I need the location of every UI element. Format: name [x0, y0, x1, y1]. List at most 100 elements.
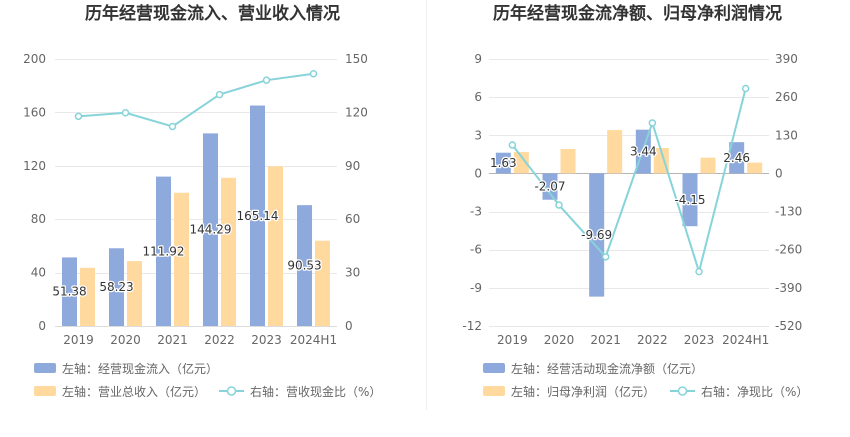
bar: [315, 240, 330, 326]
x-axis-tick-label: 2021: [590, 333, 621, 347]
y-axis-left-tick-label: 6: [474, 90, 482, 104]
legend-swatch: [483, 386, 505, 396]
line-point: [215, 90, 224, 99]
legend-label: 左轴：经营活动现金流净额（亿元）: [511, 361, 704, 376]
legend-swatch: [483, 363, 505, 373]
bar: [747, 162, 763, 174]
x-axis-tick-label: 2019: [497, 333, 528, 347]
y-axis-right-tick-label: 120: [345, 105, 368, 119]
y-axis-left-tick-label: 0: [474, 166, 482, 180]
line-point: [309, 70, 318, 78]
legend-item-net-cash-ratio[interactable]: 右轴：净现比（%）: [670, 383, 808, 399]
x-axis-tick-label: 2023: [684, 333, 715, 347]
legend-item-cash-inflow[interactable]: 左轴：经营现金流入（亿元）: [34, 360, 218, 376]
bar: [607, 130, 623, 174]
legend-label: 右轴：营收现金比（%）: [250, 384, 382, 399]
line-point: [741, 84, 750, 93]
x-axis-tick-label: 2020: [544, 333, 575, 347]
bar: [174, 192, 189, 326]
bar-value-label: 51.38: [52, 285, 86, 299]
x-axis-tick-label: 2022: [637, 333, 668, 347]
chart-title: 历年经营现金流入、营业收入情况: [85, 4, 340, 24]
y-axis-right-tick-label: 260: [775, 90, 798, 104]
line-point: [168, 122, 177, 131]
y-axis-left-tick-label: 0: [38, 319, 46, 333]
y-axis-left-tick-label: -6: [470, 243, 482, 257]
bar: [297, 205, 312, 326]
panel-divider: [426, 0, 427, 410]
line-point: [508, 141, 517, 149]
x-axis-tick-label: 2024H1: [722, 333, 769, 347]
bar: [156, 176, 171, 326]
legend-line-icon: [219, 386, 244, 396]
bar: [221, 177, 236, 326]
bar-value-label: 90.53: [287, 259, 321, 273]
legend-swatch: [34, 386, 56, 396]
chart-canvas: -12 -9 -6 -3 0 3 6 9 -520 -390 -260 -130 0 130 260 390 1…: [462, 52, 802, 347]
y-axis-left-tick-label: 200: [23, 52, 46, 66]
line-point: [121, 109, 130, 117]
legend-label: 左轴：营业总收入（亿元）: [62, 384, 207, 399]
bar-value-label: 111.92: [143, 244, 185, 258]
bar: [495, 152, 511, 174]
line-point: [648, 119, 657, 127]
bar: [653, 148, 669, 174]
x-axis-tick-label: 2022: [204, 333, 235, 347]
legend-item-revenue[interactable]: 左轴：营业总收入（亿元）: [34, 383, 206, 399]
y-axis-left-tick-label: -3: [470, 205, 482, 219]
bar-value-label: 3.44: [630, 145, 657, 159]
x-axis-tick-label: 2024H1: [290, 333, 337, 347]
legend-label: 左轴：经营现金流入（亿元）: [62, 361, 219, 376]
line-point: [601, 253, 610, 261]
bar: [729, 142, 745, 174]
line-point: [74, 112, 83, 121]
legend-label: 右轴：净现比（%）: [701, 384, 809, 399]
y-axis-right-tick-label: 0: [345, 319, 353, 333]
y-axis-right-tick-label: -520: [775, 319, 802, 333]
bar-value-label: -4.15: [674, 193, 705, 207]
chart-panel-net-cash-profit: 历年经营现金流净额、归母净利润情况 -12 -9 -6 -3 0 3 6 9 -520 -390-…: [425, 0, 850, 437]
series-line: [511, 88, 747, 273]
y-axis-left-tick-label: 9: [474, 52, 482, 66]
x-axis-tick-label: 2020: [110, 333, 141, 347]
y-axis-left-tick-label: 120: [23, 159, 46, 173]
y-axis-left-tick-label: -12: [462, 319, 482, 333]
bar: [109, 248, 124, 326]
bar-value-label: -2.07: [534, 180, 565, 194]
line-point: [262, 76, 271, 84]
y-axis-right-tick-label: 60: [345, 212, 360, 226]
bar-value-label: 58.23: [99, 280, 133, 294]
y-axis-right-tick-label: 0: [775, 166, 783, 180]
y-axis-left-tick-label: 80: [31, 212, 46, 226]
legend-line-icon: [670, 386, 695, 396]
series-line: [78, 72, 314, 128]
y-axis-right-tick-label: 90: [345, 159, 360, 173]
y-axis-left-tick-label: -9: [470, 281, 482, 295]
legend-item-net-operating-cash[interactable]: 左轴：经营活动现金流净额（亿元）: [483, 360, 703, 376]
bar: [268, 166, 283, 326]
legend-item-revenue-cash-ratio[interactable]: 右轴：营收现金比（%）: [219, 383, 381, 399]
bar: [513, 152, 529, 174]
y-axis-right-tick-label: 390: [775, 52, 798, 66]
y-axis-left-tick-label: 40: [31, 266, 46, 280]
chart-panel-cash-inflow-revenue: 历年经营现金流入、营业收入情况 0 40 80 120 160 200 0 30 60 90 120…: [23, 4, 381, 399]
legend-item-net-profit[interactable]: 左轴：归母净利润（亿元）: [483, 383, 655, 399]
bar-value-label: 144.29: [190, 223, 232, 237]
bar-value-label: 1.63: [490, 156, 517, 170]
y-axis-left-tick-label: 3: [474, 128, 482, 142]
x-axis-tick-label: 2021: [157, 333, 188, 347]
y-axis-right-tick-label: -260: [775, 243, 802, 257]
bar: [560, 149, 576, 174]
line-point: [695, 267, 703, 276]
bar-value-label: 165.14: [237, 209, 279, 223]
bar: [250, 105, 265, 326]
bar: [700, 157, 716, 174]
bar: [127, 261, 142, 326]
y-axis-left-tick-label: 160: [23, 105, 46, 119]
legend-swatch: [34, 363, 56, 373]
bar: [80, 267, 95, 326]
y-axis-right-tick-label: -130: [775, 205, 802, 219]
bar-value-label: -9.69: [581, 228, 612, 242]
bar: [542, 173, 558, 200]
